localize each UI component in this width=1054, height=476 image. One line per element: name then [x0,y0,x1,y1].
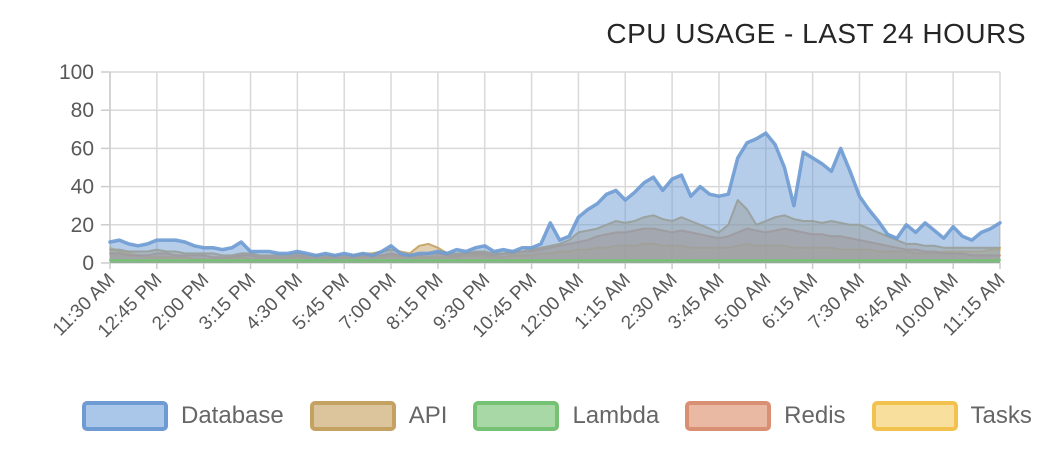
y-tick-label: 20 [71,214,94,237]
series-area-database [110,133,1000,263]
legend-label: Lambda [572,402,660,429]
y-tick-label: 40 [71,176,94,199]
legend-label: Tasks [970,402,1032,429]
chart-title: CPU USAGE - LAST 24 HOURS [606,18,1026,49]
y-tick-label: 60 [71,137,94,160]
legend-swatch-tasks [871,401,958,431]
legend-item-redis: Redis [685,401,846,431]
legend-swatch-database [82,401,168,431]
legend-item-lambda: Lambda [473,401,659,431]
legend-swatch-api [309,401,396,431]
y-tick-label: 80 [71,99,94,122]
legend-label: Database [181,402,284,429]
legend-label: API [408,402,448,429]
legend-item-database: Database [82,401,284,431]
y-tick-label: 0 [82,252,94,275]
chart-legend: Database API Lambda Redis Tasks [82,401,1054,431]
y-tick-label: 100 [59,61,94,84]
legend-swatch-lambda [473,401,560,431]
legend-swatch-redis [685,401,772,431]
legend-label: Redis [784,402,846,429]
legend-item-api: API [309,401,448,431]
series-line-database [108,131,1002,258]
legend-item-tasks: Tasks [871,401,1032,431]
